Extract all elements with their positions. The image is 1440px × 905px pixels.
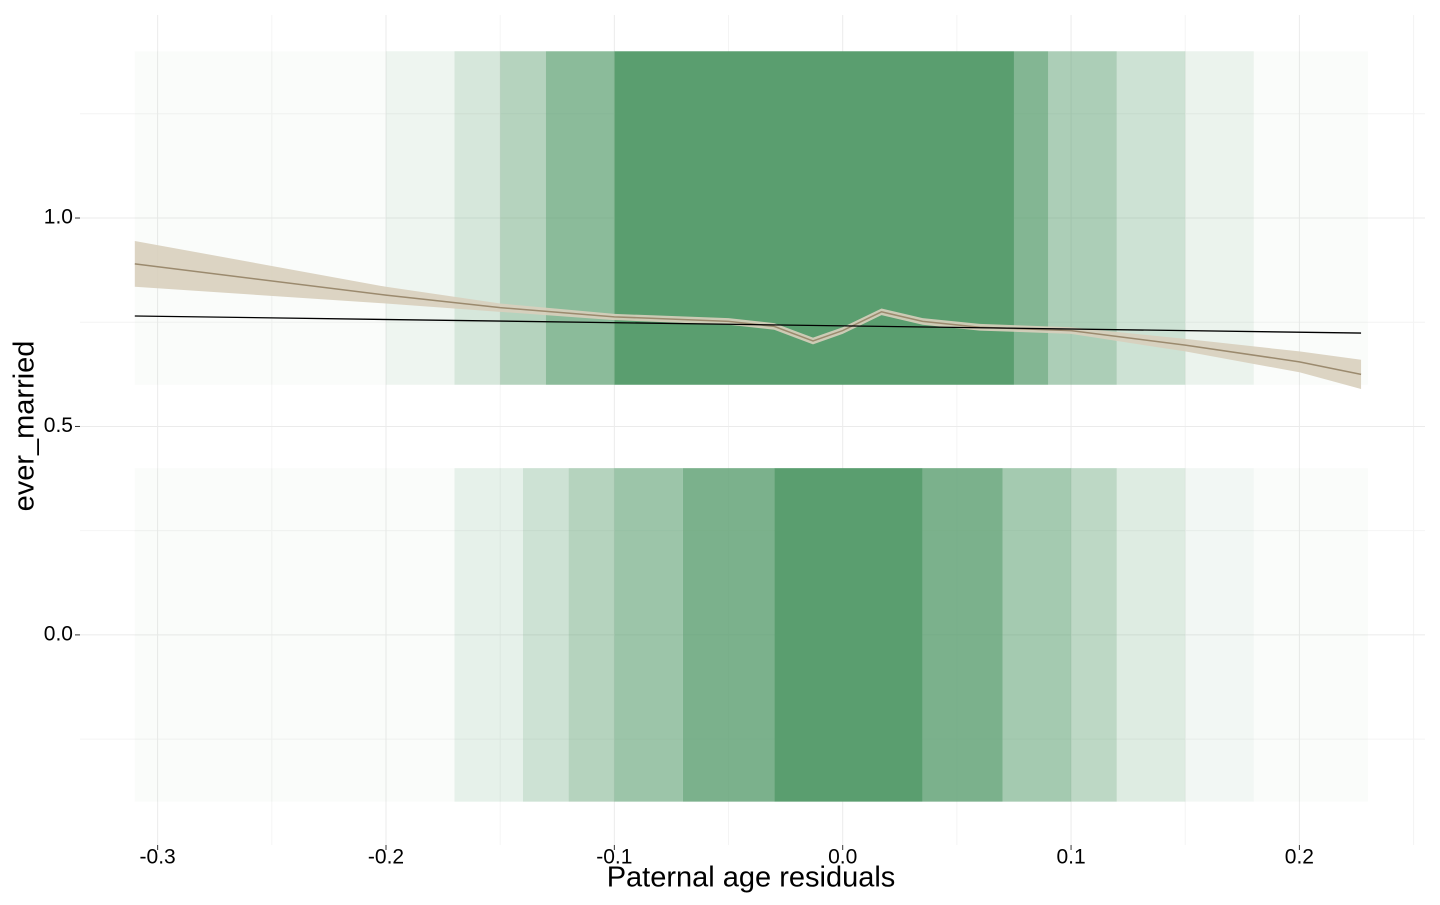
point-density-band: [614, 51, 1014, 385]
point-density-band: [1013, 51, 1049, 385]
point-density-band: [1185, 51, 1254, 385]
point-density-band: [454, 468, 524, 802]
point-density-band: [774, 468, 923, 802]
point-density-band: [922, 468, 1003, 802]
smooth-line: [134, 263, 1362, 376]
y-tick-label: 1.0: [44, 206, 73, 229]
point-density-band: [545, 51, 615, 385]
point-density-band: [1002, 468, 1072, 802]
x-tick-label: 0.0: [828, 846, 857, 869]
linear-fit-line: [134, 315, 1362, 334]
x-tick-label: -0.2: [368, 846, 404, 869]
point-density-band: [682, 468, 775, 802]
point-density-band: [1116, 468, 1186, 802]
y-axis-title: ever_married: [9, 341, 41, 512]
point-density-band: [454, 51, 501, 385]
point-density-band: [1071, 468, 1117, 802]
point-density-band: [135, 51, 386, 385]
y-tick-label: 0.5: [44, 414, 73, 437]
x-tick-label: 0.2: [1285, 846, 1314, 869]
point-density-band: [385, 51, 455, 385]
point-density-band: [1254, 51, 1368, 385]
y-tick-label: 0.0: [44, 622, 73, 645]
point-density-band: [1254, 468, 1368, 802]
point-density-band: [500, 51, 546, 385]
point-density-band: [614, 468, 683, 802]
x-tick-label: 0.1: [1056, 846, 1085, 869]
point-density-band: [568, 468, 615, 802]
x-tick-label: -0.1: [596, 846, 632, 869]
point-density-band: [523, 468, 569, 802]
x-tick-label: -0.3: [140, 846, 176, 869]
point-density-band: [1185, 468, 1254, 802]
point-density-band: [135, 468, 455, 802]
x-axis-title: Paternal age residuals: [607, 862, 896, 894]
